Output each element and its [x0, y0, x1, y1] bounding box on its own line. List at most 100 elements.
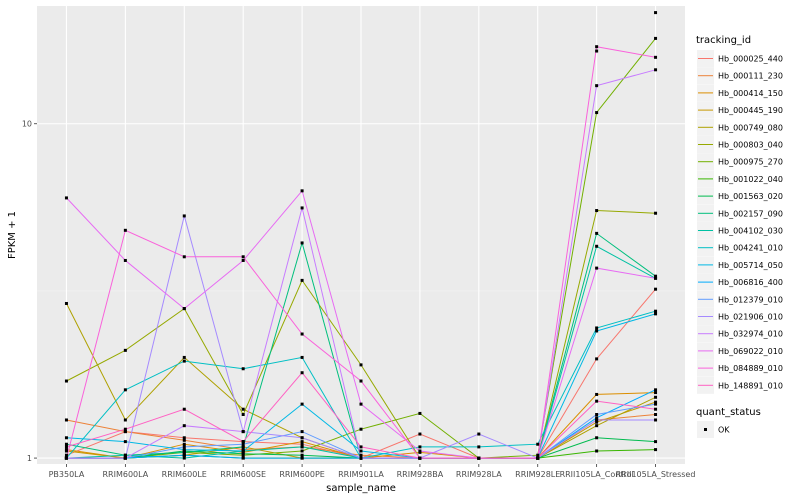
data-point [359, 445, 363, 449]
data-point [182, 456, 186, 460]
y-tick-label: 1 [27, 454, 32, 463]
data-point [654, 36, 658, 40]
data-point [595, 399, 599, 403]
legend-label: Hb_000749_080 [718, 123, 783, 132]
data-point [300, 440, 304, 444]
data-point [182, 448, 186, 452]
legend-label: Hb_001563_020 [718, 192, 783, 201]
data-point [654, 55, 658, 59]
data-point [418, 411, 422, 415]
data-point [241, 445, 245, 449]
data-point [595, 209, 599, 213]
data-point [654, 395, 658, 399]
data-point [536, 456, 540, 460]
legend-label: Hb_000803_040 [718, 141, 783, 150]
data-point [300, 402, 304, 406]
data-point [64, 436, 68, 440]
data-point [300, 371, 304, 375]
data-point [595, 266, 599, 270]
data-point [654, 309, 658, 313]
data-point [300, 278, 304, 282]
data-point [654, 407, 658, 411]
data-point [182, 359, 186, 363]
data-points [64, 11, 658, 460]
data-point [654, 402, 658, 406]
data-point [182, 436, 186, 440]
data-point [595, 449, 599, 453]
data-point [595, 416, 599, 420]
data-point [241, 452, 245, 456]
data-point [182, 450, 186, 454]
data-point [595, 329, 599, 333]
data-point [300, 241, 304, 245]
legend-label: Hb_032974_010 [718, 330, 783, 339]
data-point [595, 412, 599, 416]
data-point [654, 68, 658, 72]
shape-legend-point [704, 428, 707, 431]
legend-label: Hb_002157_090 [718, 209, 783, 218]
data-point [595, 424, 599, 428]
y-tick-label: 10 [22, 120, 32, 129]
data-point [241, 367, 245, 371]
data-point [64, 456, 68, 460]
data-point [300, 355, 304, 359]
y-axis-title: FPKM + 1 [7, 211, 18, 259]
data-point [182, 442, 186, 446]
data-point [359, 453, 363, 457]
data-point [654, 11, 658, 15]
x-tick-label: RRIM600PE [279, 470, 325, 479]
data-point [595, 326, 599, 330]
legend-label: Hb_000111_230 [718, 72, 783, 81]
legend-label: Hb_000445_190 [718, 106, 783, 115]
data-point [64, 442, 68, 446]
legend: tracking_id Hb_000025_440 Hb_000111_230 Hb… [696, 35, 783, 438]
x-tick-label: RRIM928LE [515, 470, 560, 479]
data-point [595, 420, 599, 424]
legend-label: Hb_000025_440 [718, 55, 783, 64]
data-point [123, 440, 127, 444]
legend-title: tracking_id [696, 35, 751, 46]
data-point [64, 418, 68, 422]
data-point [654, 312, 658, 316]
data-point [359, 449, 363, 453]
legend-label: Hb_069022_010 [718, 347, 783, 356]
data-point [300, 449, 304, 453]
data-point [654, 274, 658, 278]
data-point [654, 412, 658, 416]
legend-label: Hb_004241_010 [718, 244, 783, 253]
data-point [182, 355, 186, 359]
data-point [654, 388, 658, 392]
shape-legend-label: OK [718, 426, 730, 435]
data-point [64, 196, 68, 200]
data-point [536, 442, 540, 446]
data-point [595, 84, 599, 88]
data-point [595, 436, 599, 440]
x-tick-label: RRII105LA_Control [560, 470, 634, 479]
data-point [64, 453, 68, 457]
data-point [241, 258, 245, 262]
data-point [477, 432, 481, 436]
data-point [359, 363, 363, 367]
data-point [418, 445, 422, 449]
data-point [241, 440, 245, 444]
x-tick-label: RRIM600SE [220, 470, 266, 479]
data-point [359, 402, 363, 406]
legend-label: Hb_012379_010 [718, 295, 783, 304]
data-point [654, 440, 658, 444]
legend-label: Hb_005714_050 [718, 261, 783, 270]
data-point [241, 430, 245, 434]
data-point [123, 430, 127, 434]
data-point [182, 307, 186, 311]
data-point [477, 445, 481, 449]
x-tick-label: RRIM600LA [102, 470, 148, 479]
legend-label: Hb_084889_010 [718, 364, 783, 373]
data-point [123, 453, 127, 457]
data-point [595, 357, 599, 361]
data-point [182, 445, 186, 449]
data-point [182, 214, 186, 218]
data-point [300, 456, 304, 460]
data-point [182, 438, 186, 442]
data-point [595, 111, 599, 115]
data-point [300, 430, 304, 434]
x-axis: PB350LA RRIM600LA RRIM600LE RRIM600SE RRIM60… [49, 464, 695, 479]
